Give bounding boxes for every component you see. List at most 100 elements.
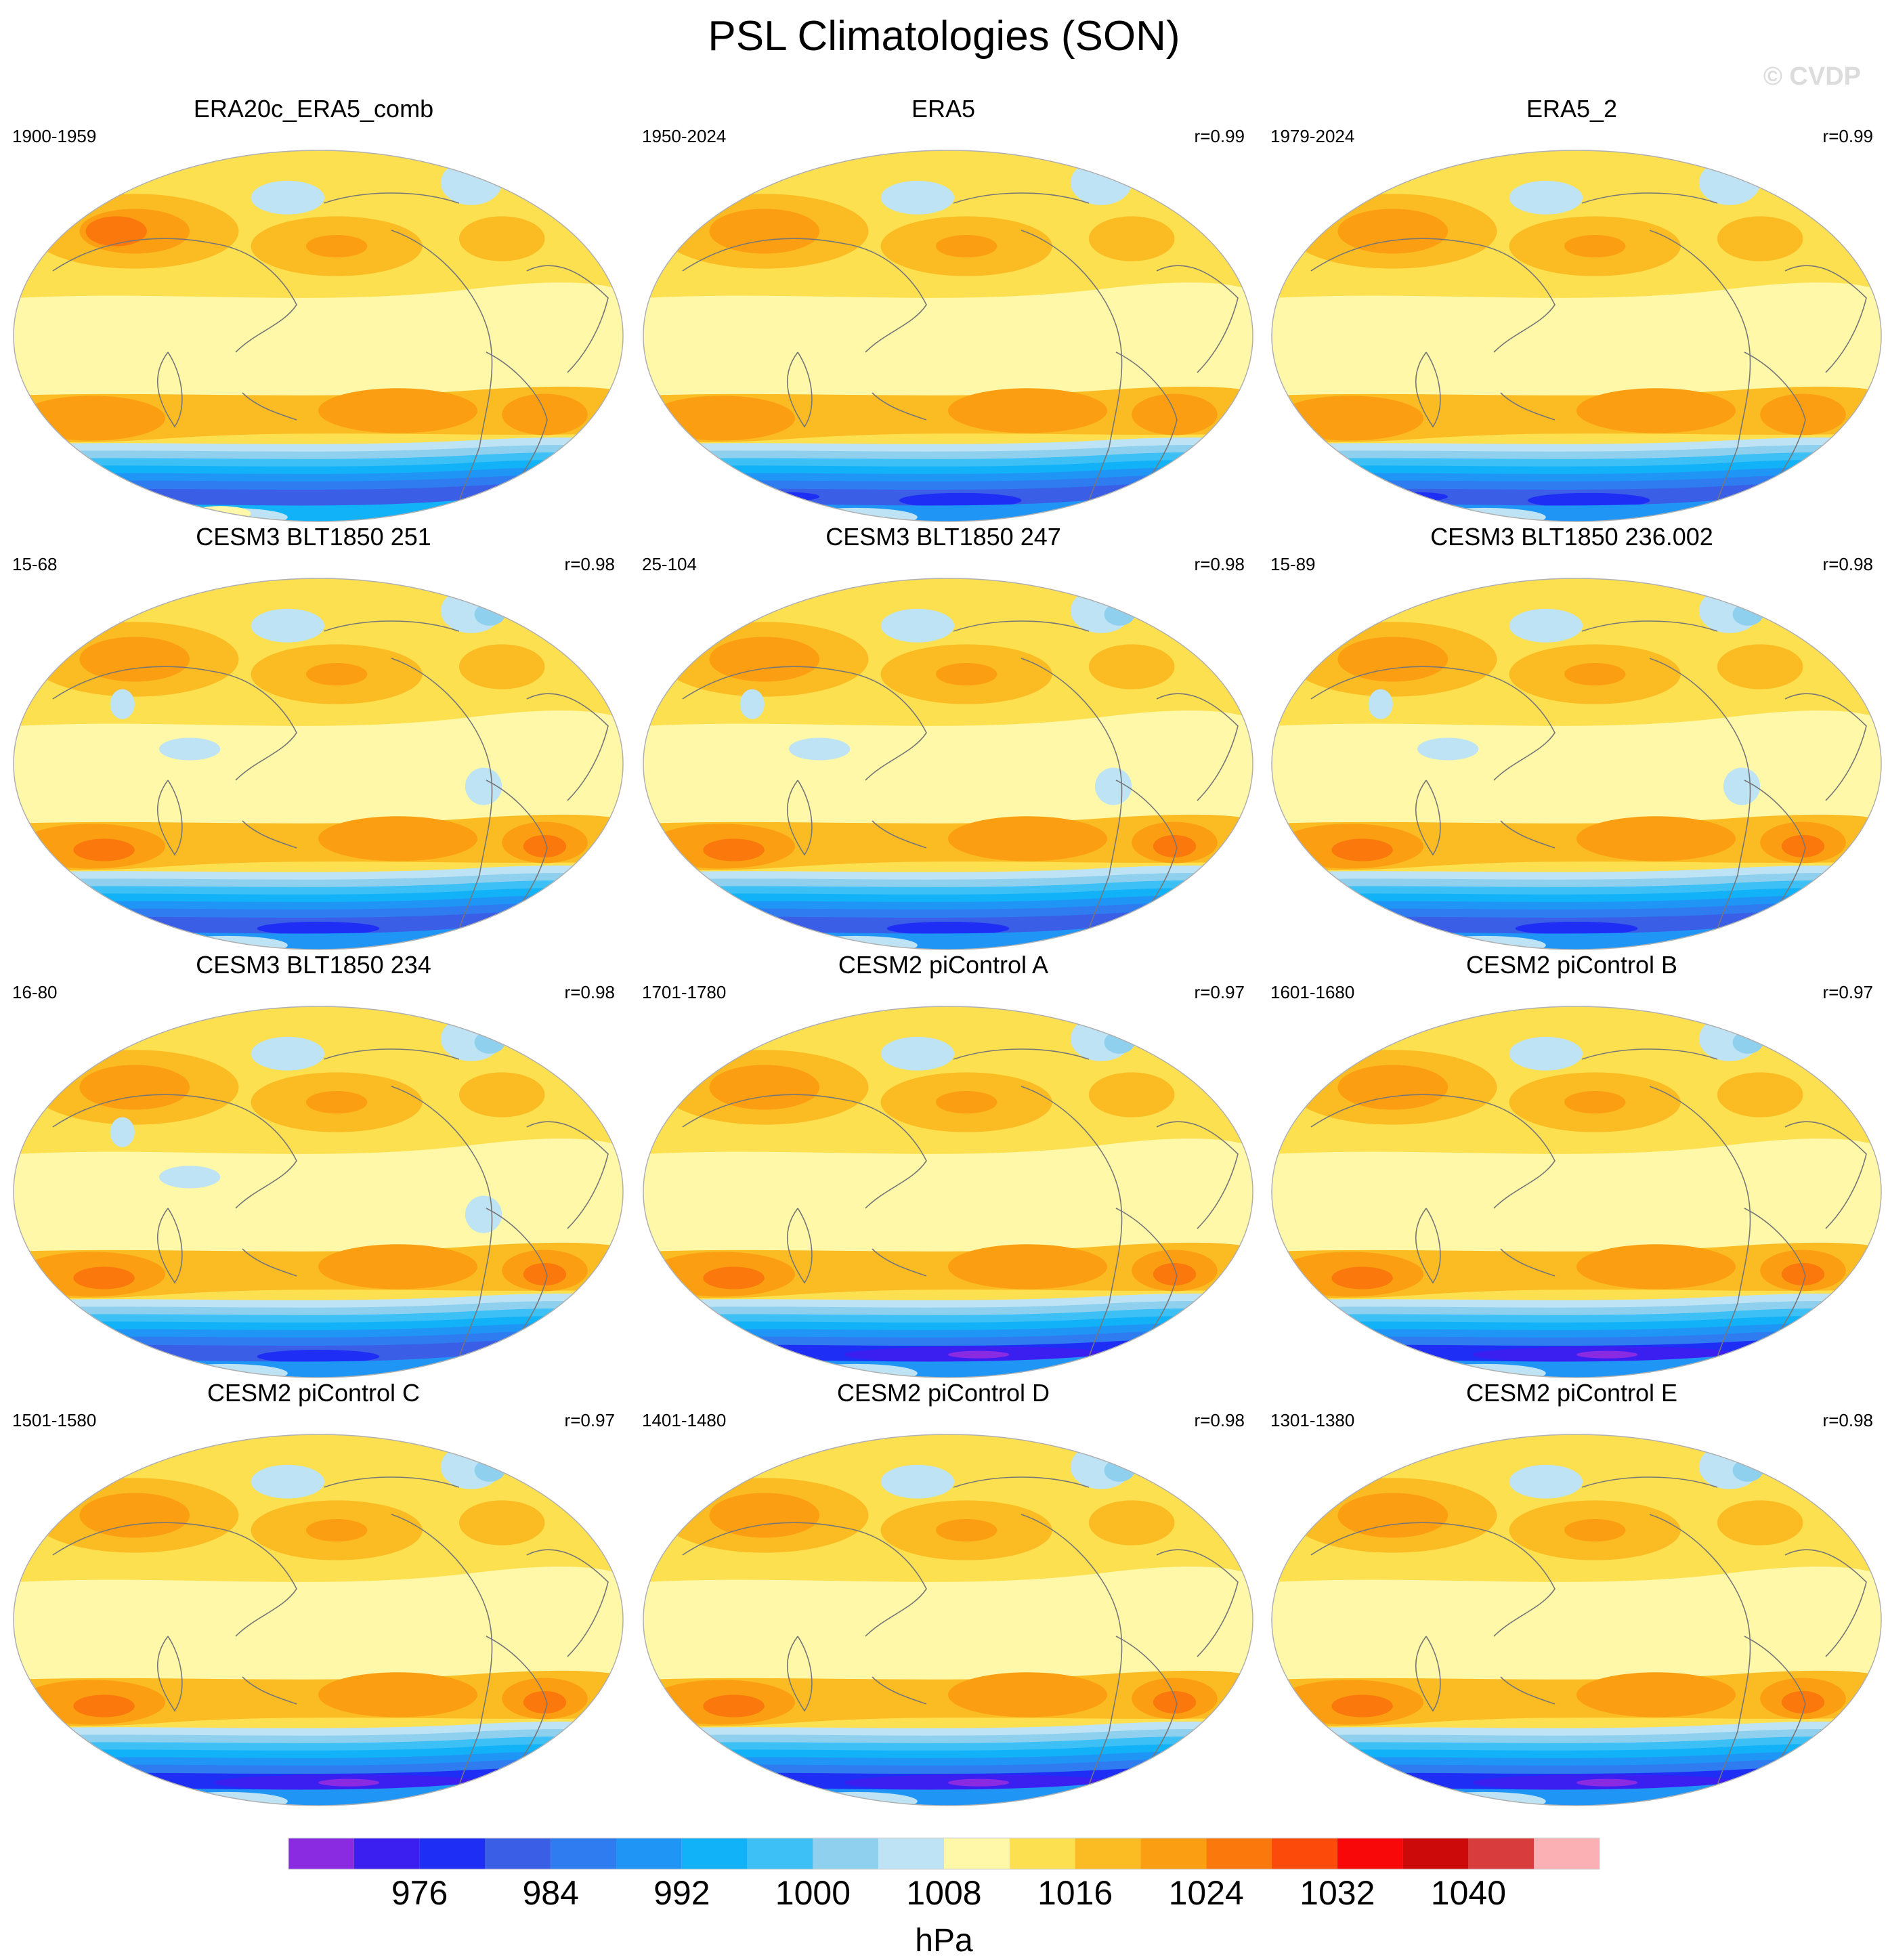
panel-pattern-correlation: r=0.98 [1194,1410,1245,1430]
azores-high [1717,216,1803,261]
azores-high [458,216,545,261]
indian-ocean-high-core [703,1266,765,1290]
map-panel: CESM3 BLT1850 251 15-68 r=0.98 [0,523,627,950]
tropical-low-band [1272,1138,1881,1268]
north-pacific-high-core [935,1518,997,1542]
icelandic-low [1070,1444,1132,1489]
panel-period: 1601-1680 [1270,982,1355,1002]
panel-period: 1900-1959 [12,126,97,146]
map-panel: ERA5_2 1979-2024 r=0.99 [1258,95,1885,522]
southern-subtropical-belt [643,814,1253,871]
aleutian-low [880,180,955,215]
panel-pattern-correlation: r=0.97 [1194,982,1245,1002]
colorbar-tick-label: 1024 [1169,1874,1244,1912]
map-boundary [643,1006,1253,1378]
map-boundary [643,1434,1253,1806]
panel-title: CESM3 BLT1850 247 [825,523,1061,551]
south-america-low [1094,767,1132,805]
panel-title: CESM3 BLT1850 251 [196,523,431,551]
siberian-high-core [79,637,190,682]
tropical-low-band [643,1567,1253,1696]
indian-ocean-high-core [703,838,765,861]
map-boundary [13,578,624,950]
colorbar-unit: hPa [915,1923,973,1959]
south-atlantic-high-core [1153,1690,1197,1713]
panel-period: 25-104 [642,554,697,574]
robinson-map [1271,578,1882,950]
south-pacific-high [1576,388,1736,433]
maritime-continent-low [158,738,221,761]
south-pacific-high [1576,816,1736,861]
panel-pattern-correlation: r=0.99 [1194,126,1245,146]
tropical-low-band [14,1567,623,1696]
panel-period: 1950-2024 [642,126,727,146]
tropical-low-band [1272,710,1881,840]
coastlines [1310,192,1867,502]
south-pacific-high [948,816,1108,861]
colorbar-swatch [1402,1838,1469,1869]
icelandic-low [1070,160,1132,205]
robinson-map [13,1006,624,1378]
south-pacific-high [1576,1244,1736,1290]
siberian-high-core [1337,209,1449,254]
panel-title: CESM2 piControl E [1465,1379,1678,1407]
south-atlantic-high [1760,393,1846,435]
south-pacific-high [948,1244,1108,1290]
southern-subtropical-belt [643,386,1253,443]
panel-pattern-correlation: r=0.99 [1822,126,1873,146]
map-boundary [1271,578,1882,950]
map-panel: CESM2 piControl A 1701-1780 r=0.97 [630,951,1257,1378]
siberian-high-core [1337,637,1449,682]
south-pacific-high [318,1672,478,1718]
aleutian-low [251,1036,325,1071]
indian-ocean-high-core [703,1695,765,1718]
aleutian-low [1509,180,1583,215]
azores-high [1088,1500,1175,1546]
south-atlantic-high-core [523,1262,567,1285]
colorbar-swatch [1534,1838,1600,1869]
north-pacific-high-core [305,662,368,686]
south-pacific-high [318,388,478,433]
panel-pattern-correlation: r=0.98 [1822,554,1873,574]
panel-pattern-correlation: r=0.97 [564,1410,615,1430]
map-panel: ERA20c_ERA5_comb 1900-1959 [0,95,627,522]
colorbar-tick-label: 1008 [906,1874,981,1912]
siberian-high-core [709,1493,820,1538]
south-atlantic-high-core [523,834,567,857]
aleutian-low [251,608,325,643]
robinson-map [13,150,624,522]
figure-title: PSL Climatologies (SON) [708,13,1180,60]
map-boundary [13,1434,624,1806]
tropical-low-band [643,282,1253,412]
icelandic-low [1698,160,1761,205]
aleutian-low [251,180,325,215]
map-boundary [1271,1006,1882,1378]
panel-period: 16-80 [12,982,58,1002]
coastlines [682,192,1239,502]
southern-subtropical-belt [643,1670,1253,1727]
south-atlantic-high-core [1153,834,1197,857]
panel-period: 1979-2024 [1270,126,1355,146]
coastlines [52,1048,609,1358]
aleutian-low [1509,1036,1583,1071]
robinson-map [1271,1434,1882,1806]
siberian-high-core [709,637,820,682]
coastlines [682,1048,1239,1358]
colorbar: 976 984 992 1000 1008 1016 1024 1032 1040 [288,1837,1600,1912]
north-pacific-high-core [1564,1090,1626,1114]
psl-field [1272,1006,1881,1378]
siberian-high-core [79,1065,190,1110]
robinson-map [1271,150,1882,522]
psl-field [14,1006,623,1378]
colorbar-swatch [1140,1838,1207,1869]
map-panel: ERA5 1950-2024 r=0.99 [630,95,1257,522]
coastlines [52,1476,609,1786]
siberian-high-core [1337,1493,1449,1538]
colorbar-tick-label: 1000 [775,1874,851,1912]
south-atlantic-high-core [1153,1262,1197,1285]
coastlines [1310,1476,1867,1786]
panel-period: 1401-1480 [642,1410,727,1430]
coastlines [52,192,609,502]
deep-trough-core [257,921,380,935]
panel-period: 1701-1780 [642,982,727,1002]
